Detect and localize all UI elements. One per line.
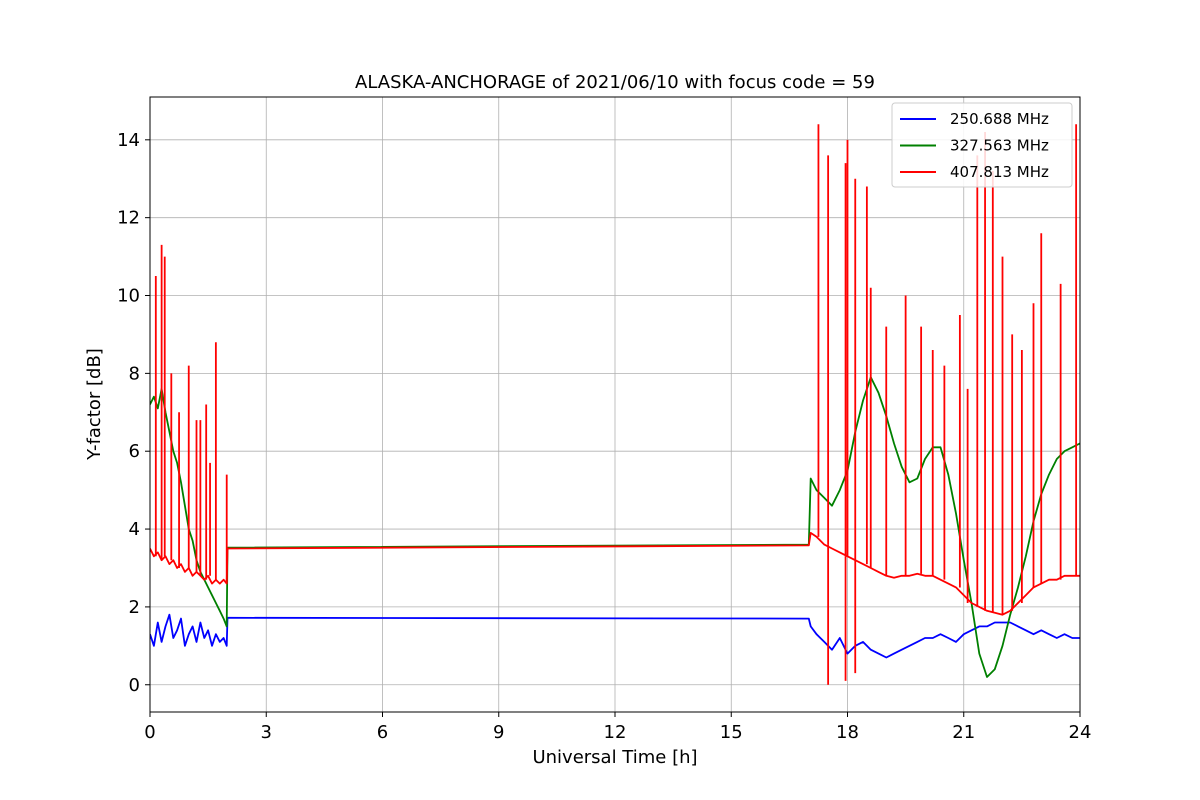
series-group — [150, 124, 1080, 685]
legend-label: 327.563 MHz — [950, 137, 1049, 155]
chart-title: ALASKA-ANCHORAGE of 2021/06/10 with focu… — [355, 72, 875, 93]
legend-box — [891, 102, 1073, 188]
legend-label: 407.813 MHz — [950, 163, 1049, 181]
legend-label: 250.688 MHz — [950, 110, 1049, 128]
y-tick-label: 0 — [129, 675, 140, 696]
x-tick-label: 12 — [604, 722, 627, 743]
x-tick-label: 21 — [952, 722, 975, 743]
x-tick-label: 24 — [1069, 722, 1092, 743]
x-tick-label: 6 — [377, 722, 388, 743]
y-tick-label: 12 — [117, 208, 140, 229]
x-tick-label: 0 — [144, 722, 155, 743]
y-tick-label: 14 — [117, 130, 140, 151]
x-tick-label: 9 — [493, 722, 504, 743]
x-axis-label: Universal Time [h] — [532, 747, 697, 768]
y-tick-label: 10 — [117, 286, 140, 307]
x-tick-label: 18 — [836, 722, 859, 743]
y-tick-label: 2 — [129, 597, 140, 618]
x-tick-label: 15 — [720, 722, 743, 743]
x-tick-label: 3 — [261, 722, 272, 743]
y-tick-label: 4 — [129, 519, 140, 540]
y-tick-label: 6 — [129, 441, 140, 462]
series-lines — [150, 124, 1080, 685]
legend: 250.688 MHz 327.563 MHz 407.813 MHz — [891, 102, 1073, 188]
y-axis-label: Y-factor [dB] — [84, 348, 105, 461]
y-tick-label: 8 — [129, 363, 140, 384]
